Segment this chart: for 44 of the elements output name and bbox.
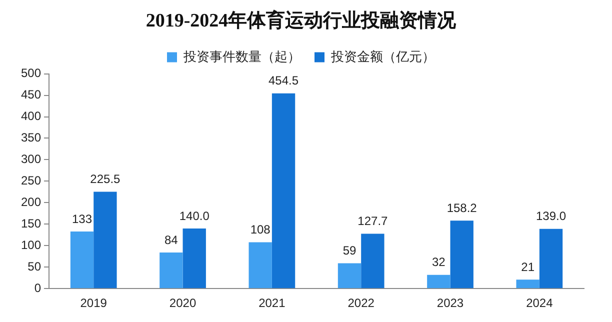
data-label: 32 bbox=[432, 255, 446, 270]
data-label: 454.5 bbox=[268, 74, 299, 88]
bar bbox=[450, 220, 474, 288]
bar bbox=[94, 192, 117, 288]
y-tick-label: 250 bbox=[20, 174, 42, 188]
y-tick-label: 150 bbox=[20, 216, 42, 230]
x-tick-label: 2023 bbox=[436, 296, 464, 310]
legend-label: 投资金额（亿元） bbox=[330, 48, 435, 64]
legend-label: 投资事件数量（起） bbox=[182, 48, 300, 64]
data-label: 139.0 bbox=[536, 209, 566, 224]
bar bbox=[427, 274, 450, 288]
data-label: 225.5 bbox=[90, 172, 121, 186]
y-tick-label: 100 bbox=[20, 238, 42, 252]
bar bbox=[361, 234, 384, 288]
bar bbox=[539, 228, 563, 288]
data-label: 108 bbox=[250, 222, 271, 237]
y-tick-label: 500 bbox=[20, 66, 42, 80]
bar bbox=[182, 228, 206, 288]
y-tick-label: 400 bbox=[20, 109, 42, 124]
data-label: 158.2 bbox=[446, 200, 478, 215]
x-tick-label: 2021 bbox=[258, 296, 286, 310]
y-tick-label: 200 bbox=[20, 194, 42, 209]
y-tick-label: 50 bbox=[28, 259, 42, 274]
y-tick-label: 0 bbox=[34, 280, 42, 295]
y-tick-label: 350 bbox=[20, 130, 42, 145]
bar bbox=[516, 280, 540, 288]
data-label: 133 bbox=[72, 212, 92, 226]
bar bbox=[338, 263, 362, 288]
x-tick-label: 2024 bbox=[526, 296, 554, 310]
bar bbox=[248, 242, 272, 288]
bar bbox=[160, 252, 183, 288]
y-tick-label: 450 bbox=[20, 88, 42, 102]
bar bbox=[272, 93, 296, 288]
data-label: 59 bbox=[342, 244, 356, 258]
x-tick-label: 2019 bbox=[80, 296, 108, 310]
y-tick-label: 300 bbox=[20, 152, 42, 166]
data-label: 127.7 bbox=[358, 214, 388, 228]
x-tick-label: 2022 bbox=[348, 296, 375, 310]
chart-title: 2019-2024年体育运动行业投融资情况 bbox=[146, 9, 458, 32]
data-label: 140.0 bbox=[179, 208, 210, 223]
data-label: 84 bbox=[164, 232, 178, 247]
data-label: 21 bbox=[521, 260, 535, 274]
x-tick-label: 2020 bbox=[169, 296, 196, 310]
bar bbox=[70, 231, 94, 288]
